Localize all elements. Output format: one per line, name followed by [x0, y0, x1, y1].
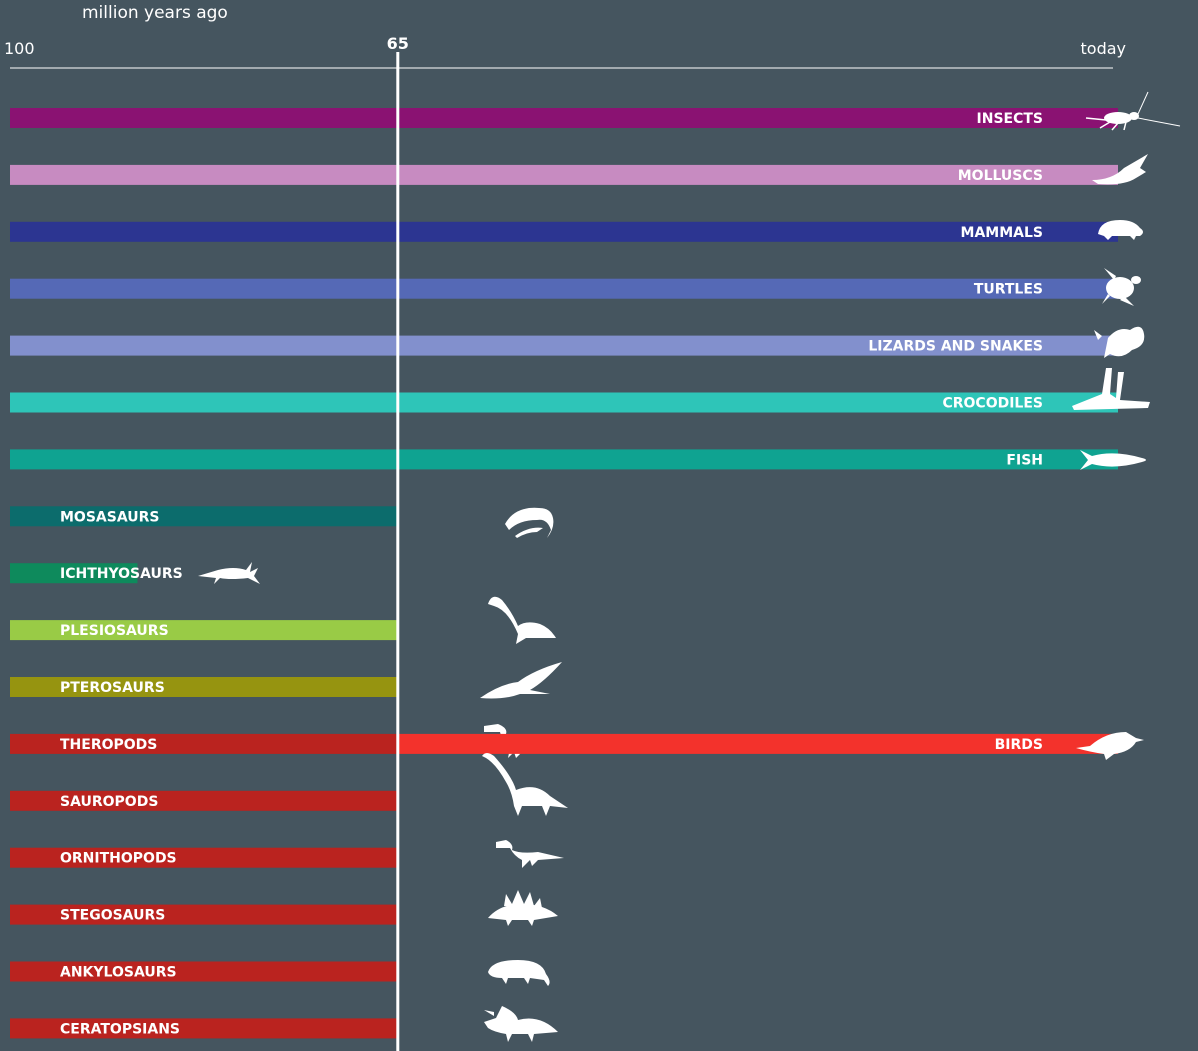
lizard-icon	[1094, 326, 1145, 358]
bar-label-molluscs: MOLLUSCS	[958, 168, 1043, 184]
bar-label-turtles: TURTLES	[974, 282, 1043, 298]
bar-label-lizards-and-snakes: LIZARDS AND SNAKES	[868, 339, 1043, 355]
bar-turtles	[10, 278, 1118, 299]
bar-label-theropods: THEROPODS	[60, 737, 157, 753]
bar-plesiosaurs	[10, 620, 398, 641]
bar-label-sauropods: SAUROPODS	[60, 794, 158, 810]
pterosaur-icon	[480, 662, 562, 699]
bar-insects	[10, 108, 1118, 128]
bar-label-mosasaurs: MOSASAURS	[60, 509, 159, 525]
bird-icon	[1076, 732, 1144, 760]
mosasaur-icon	[505, 507, 554, 538]
fish-icon	[1080, 450, 1146, 470]
bar-crocodiles	[10, 392, 1118, 413]
bar-pterosaurs	[10, 677, 398, 697]
tick-label-today: today	[1081, 39, 1127, 58]
bar-sauropods	[10, 790, 398, 811]
bar-birds	[397, 733, 1118, 754]
axis-ticks: 100 65 today	[4, 34, 1126, 58]
tick-label-65: 65	[387, 34, 409, 53]
bar-label-ceratopsians: CERATOPSIANS	[60, 1021, 180, 1037]
ornithopod-icon	[496, 840, 564, 868]
crocodile-icon	[1072, 368, 1150, 410]
bar-ichthyosaurs	[10, 563, 138, 584]
bar-lizards-and-snakes	[10, 335, 1118, 356]
bar-label-birds: BIRDS	[995, 737, 1043, 753]
insect-icon	[1085, 91, 1181, 131]
bar-ceratopsians	[10, 1018, 398, 1039]
turtle-icon	[1102, 268, 1141, 306]
shell-icon	[1092, 154, 1148, 185]
stegosaur-icon	[488, 890, 558, 926]
ankylosaur-icon	[488, 960, 550, 986]
ceratopsian-icon	[484, 1006, 558, 1042]
bar-label-pterosaurs: PTEROSAURS	[60, 680, 165, 696]
bar-ornithopods	[10, 847, 398, 868]
bar-label-ornithopods: ORNITHOPODS	[60, 851, 177, 867]
bar-stegosaurs	[10, 904, 398, 925]
ichthyosaur-icon	[198, 562, 260, 584]
axis-title: million years ago	[82, 3, 228, 23]
bar-mosasaurs	[10, 506, 398, 527]
bar-fish	[10, 449, 1118, 470]
sauropod-icon	[482, 753, 568, 816]
bar-label-insects: INSECTS	[977, 111, 1043, 127]
bar-label-stegosaurs: STEGOSAURS	[60, 908, 165, 924]
bar-mammals	[10, 221, 1118, 242]
bar-label-crocodiles: CROCODILES	[942, 396, 1043, 412]
plesiosaur-icon	[488, 596, 556, 644]
bar-label-ichthyosaurs: ICHTHYOSAURS	[60, 566, 183, 582]
bar-ankylosaurs	[10, 961, 398, 982]
bar-label-plesiosaurs: PLESIOSAURS	[60, 623, 169, 639]
bar-molluscs	[10, 164, 1118, 185]
bar-rows: INSECTS MOLLUSCS MAMMALS TURTLES LIZARDS AND…	[10, 91, 1181, 1042]
bar-label-fish: FISH	[1006, 452, 1043, 468]
bar-label-mammals: MAMMALS	[961, 225, 1043, 241]
mammal-icon	[1098, 220, 1143, 240]
tick-label-100: 100	[4, 39, 35, 58]
bar-label-ankylosaurs: ANKYLOSAURS	[60, 965, 177, 981]
bar-theropods	[10, 733, 398, 754]
